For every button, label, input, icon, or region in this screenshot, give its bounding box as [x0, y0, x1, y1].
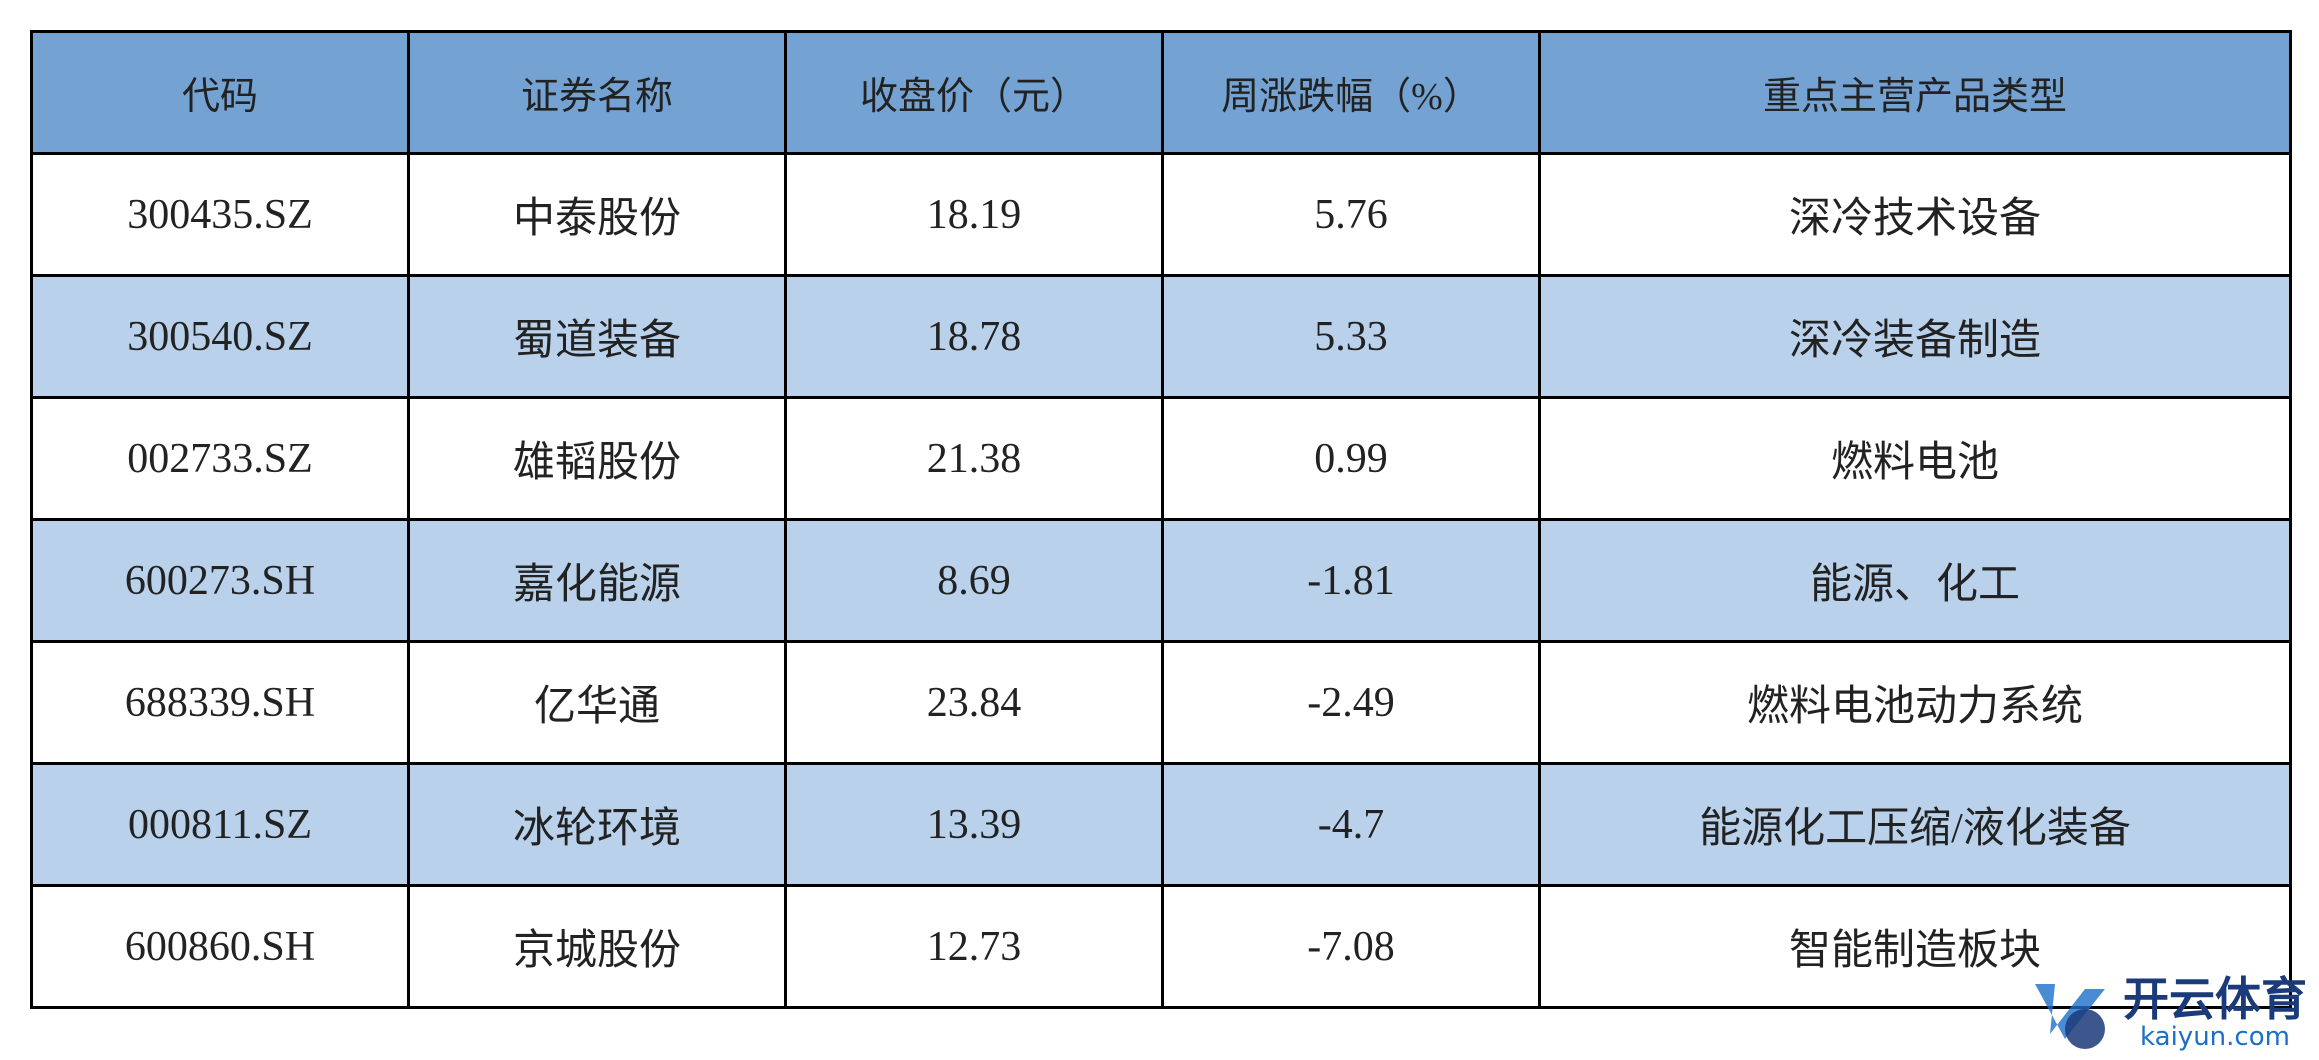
table-cell: 23.84 [784, 640, 1164, 765]
table-cell: 亿华通 [407, 640, 787, 765]
header-cell: 重点主营产品类型 [1538, 30, 2292, 155]
table-cell: -1.81 [1161, 518, 1541, 643]
watermark-logo [2035, 984, 2105, 1049]
table-cell: 18.78 [784, 274, 1164, 399]
table-cell: 13.39 [784, 762, 1164, 887]
table-cell: 蜀道装备 [407, 274, 787, 399]
table-cell: 嘉化能源 [407, 518, 787, 643]
table-cell: 8.69 [784, 518, 1164, 643]
table-cell: 12.73 [784, 884, 1164, 1009]
table-cell: 冰轮环境 [407, 762, 787, 887]
table-cell: 0.99 [1161, 396, 1541, 521]
table-cell: 600860.SH [30, 884, 410, 1009]
table-row: 688339.SH 亿华通 23.84 -2.49 燃料电池动力系统 [30, 640, 2292, 765]
table-row: 600860.SH 京城股份 12.73 -7.08 智能制造板块 [30, 884, 2292, 1009]
header-cell: 收盘价（元） [784, 30, 1164, 155]
table-cell: 燃料电池动力系统 [1538, 640, 2292, 765]
data-table: 代码 证券名称 收盘价（元） 周涨跌幅（%） 重点主营产品类型 300435.SZ 中泰股… [30, 30, 2292, 1009]
table-cell: 21.38 [784, 396, 1164, 521]
table-cell: -7.08 [1161, 884, 1541, 1009]
table-cell: 深冷装备制造 [1538, 274, 2292, 399]
table-cell: 能源化工压缩/液化装备 [1538, 762, 2292, 887]
header-cell: 代码 [30, 30, 410, 155]
table-cell: 300540.SZ [30, 274, 410, 399]
table-cell: 18.19 [784, 152, 1164, 277]
header-cell: 证券名称 [407, 30, 787, 155]
table-row: 002733.SZ 雄韬股份 21.38 0.99 燃料电池 [30, 396, 2292, 521]
table-cell: 中泰股份 [407, 152, 787, 277]
table-cell: 能源、化工 [1538, 518, 2292, 643]
table-cell: 深冷技术设备 [1538, 152, 2292, 277]
table-cell: 300435.SZ [30, 152, 410, 277]
table-cell: 智能制造板块 [1538, 884, 2292, 1009]
header-row: 代码 证券名称 收盘价（元） 周涨跌幅（%） 重点主营产品类型 [30, 30, 2292, 155]
table-cell: 雄韬股份 [407, 396, 787, 521]
table-cell: 688339.SH [30, 640, 410, 765]
table-cell: 5.76 [1161, 152, 1541, 277]
table-row: 300540.SZ 蜀道装备 18.78 5.33 深冷装备制造 [30, 274, 2292, 399]
table-row: 000811.SZ 冰轮环境 13.39 -4.7 能源化工压缩/液化装备 [30, 762, 2292, 887]
table-cell: -2.49 [1161, 640, 1541, 765]
watermark: 开云体育 kaiyun.com [2025, 974, 2307, 1054]
table-cell: 燃料电池 [1538, 396, 2292, 521]
table-cell: 5.33 [1161, 274, 1541, 399]
table-cell: -4.7 [1161, 762, 1541, 887]
table-row: 600273.SH 嘉化能源 8.69 -1.81 能源、化工 [30, 518, 2292, 643]
table-cell: 000811.SZ [30, 762, 410, 887]
table-row: 300435.SZ 中泰股份 18.19 5.76 深冷技术设备 [30, 152, 2292, 277]
watermark-title: 开云体育 [2123, 972, 2307, 1026]
header-cell: 周涨跌幅（%） [1161, 30, 1541, 155]
table-cell: 京城股份 [407, 884, 787, 1009]
table-cell: 600273.SH [30, 518, 410, 643]
table-cell: 002733.SZ [30, 396, 410, 521]
table-body: 300435.SZ 中泰股份 18.19 5.76 深冷技术设备 300540.SZ 蜀道装… [30, 152, 2292, 1009]
watermark-url: kaiyun.com [2140, 1022, 2290, 1052]
